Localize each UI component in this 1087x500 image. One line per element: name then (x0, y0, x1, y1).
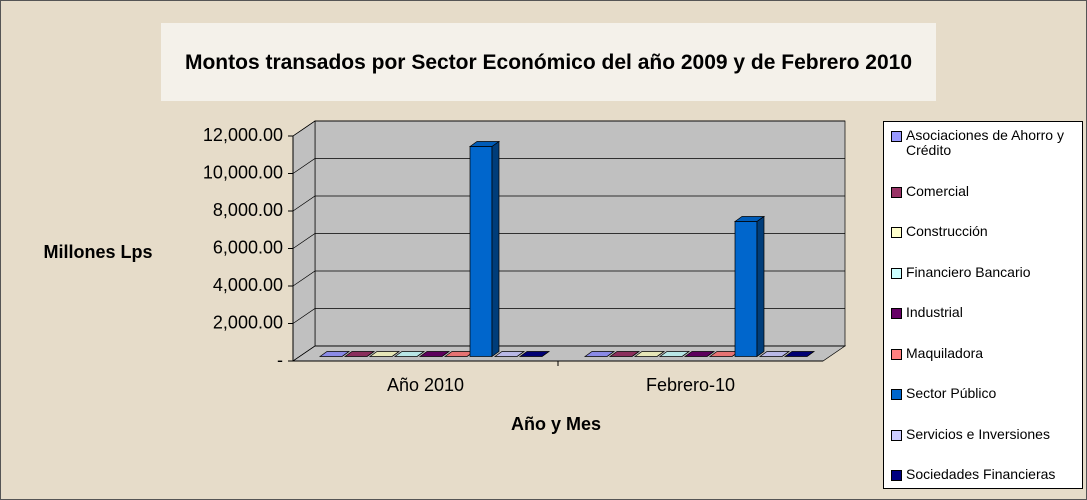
bar (418, 351, 451, 357)
y-tick-label: 10,000.00 (203, 162, 283, 182)
y-tick-label: - (277, 350, 283, 370)
x-tick-label: Febrero-10 (646, 375, 735, 395)
bar (758, 351, 791, 357)
legend-label: Maquiladora (906, 344, 984, 361)
legend-swatch (891, 470, 902, 481)
legend-swatch (891, 429, 902, 441)
bar-side (441, 351, 450, 357)
grid-line (292, 270, 845, 287)
legend-label: Construcción (906, 223, 988, 239)
legend-label: Financiero Bancario (906, 263, 1031, 280)
y-tick-label: 2,000.00 (213, 312, 283, 332)
x-axis-title: Año y Mes (511, 414, 601, 434)
bar (493, 351, 526, 357)
bar-side (491, 140, 500, 358)
legend-entry: Comercial (887, 182, 1079, 199)
legend-swatch (891, 348, 902, 360)
grid-line (292, 195, 845, 212)
bar-side (681, 351, 690, 357)
bar-side (366, 351, 375, 357)
bar-side (806, 351, 815, 357)
grid-line (292, 345, 845, 362)
legend-entry: Sociedades Financieras (887, 467, 1079, 482)
legend-entry: Industrial (887, 305, 1079, 320)
legend-label: Sociedades Financieras (906, 466, 1056, 482)
bar (733, 215, 766, 358)
bar-side (706, 351, 715, 357)
legend-label: Servicios e Inversiones (906, 425, 1050, 442)
legend-swatch (891, 131, 902, 142)
bar-side (631, 351, 640, 357)
bar-front (734, 221, 758, 357)
legend-entry: Maquiladora (887, 344, 1079, 361)
grid-line (292, 120, 845, 137)
legend-label: Sector Público (906, 385, 997, 401)
bar-side (656, 351, 665, 357)
legend-label: Comercial (906, 182, 970, 199)
legend-entry: Financiero Bancario (887, 263, 1079, 280)
bar-side (541, 351, 550, 357)
bar (518, 351, 551, 357)
y-tick-label: 4,000.00 (213, 275, 283, 295)
bar (343, 351, 376, 357)
chart: Millones Lps Año y Mes - 2,000.00 4,000.00… (43, 120, 847, 434)
legend-swatch (891, 389, 902, 400)
legend-entry: Sector Público (887, 386, 1079, 401)
bar-side (341, 351, 350, 357)
bar (368, 351, 401, 357)
bar (608, 351, 641, 357)
bar-side (606, 351, 615, 357)
bar-side (416, 351, 425, 357)
bar-front (469, 146, 493, 357)
y-tick-label: 12,000.00 (203, 125, 283, 145)
legend-label: Industrial (906, 304, 963, 320)
bar-side (756, 215, 765, 358)
legend-swatch (891, 227, 902, 238)
legend-label: Asociaciones de Ahorro y Crédito (906, 127, 1064, 158)
legend-entry: Construcción (887, 224, 1079, 239)
bar (658, 351, 691, 357)
legend-entry: Servicios e Inversiones (887, 425, 1079, 442)
bar-side (781, 351, 790, 357)
bar (393, 351, 426, 357)
legend-swatch (891, 267, 902, 279)
x-tick-label: Año 2010 (387, 375, 464, 395)
bar (633, 351, 666, 357)
bar (783, 351, 816, 357)
bar (683, 351, 716, 357)
bar-side (391, 351, 400, 357)
legend-swatch (891, 186, 902, 198)
grid-line (292, 233, 845, 249)
grid-line (292, 158, 845, 174)
bar-side (516, 351, 525, 357)
legend-swatch (891, 308, 902, 319)
chart-title: Montos transados por Sector Económico de… (161, 23, 936, 101)
bar (318, 351, 351, 357)
legend-entry: Asociaciones de Ahorro y Crédito (887, 128, 1079, 158)
y-tick-label: 8,000.00 (213, 200, 283, 220)
bar (468, 140, 501, 358)
bar (583, 351, 616, 357)
y-axis-title: Millones Lps (43, 242, 152, 262)
y-tick-label: 6,000.00 (213, 237, 283, 257)
grid-line (292, 308, 845, 324)
legend: Asociaciones de Ahorro y Crédito Comercia… (883, 121, 1083, 489)
